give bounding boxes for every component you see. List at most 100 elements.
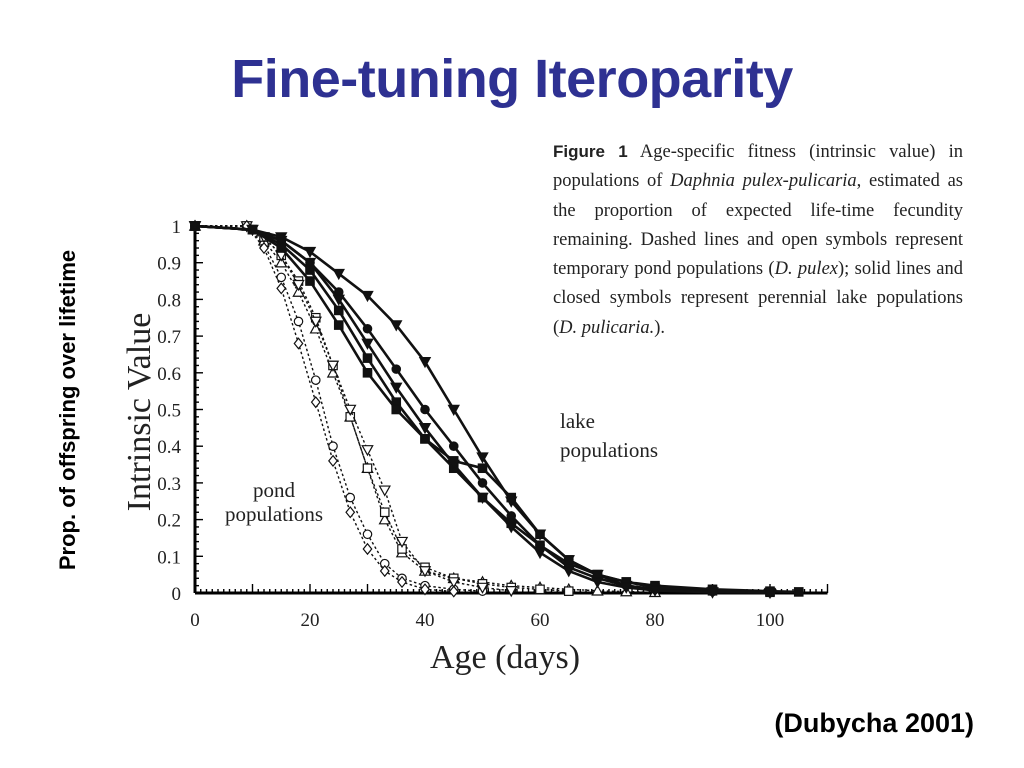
slide-title: Fine-tuning Iteroparity [231,49,793,109]
y-axis-label: Intrinsic Value [121,313,158,512]
data-point [418,423,432,435]
caption-text-4: ). [654,317,666,338]
data-point [292,279,305,292]
figure-caption: Figure 1 Age-specific fitness (intrinsic… [553,137,963,343]
data-point [345,506,356,519]
data-point [362,353,373,363]
data-point [333,305,344,316]
data-point [420,404,430,415]
data-point [362,463,373,474]
data-point [259,241,269,255]
data-point [344,404,357,416]
series-layer [188,219,804,600]
data-point [448,585,459,598]
pond-series [190,219,459,598]
data-point [448,441,459,451]
data-point [292,285,305,297]
data-point [535,584,545,595]
data-point [293,337,304,350]
y-tick-label: 0.6 [157,364,181,385]
data-point [379,507,390,518]
lake-annotation-line2: populations [560,438,658,462]
data-point [332,268,345,281]
data-point [378,513,391,525]
data-point [328,454,338,468]
y-tick-label: 1 [172,217,182,238]
data-point [562,566,575,578]
y-tick-label: 0.4 [157,437,181,458]
data-point [241,219,252,233]
pond-annotation-line1: pond [253,478,296,502]
data-point [275,256,288,268]
data-point [476,582,489,594]
data-point [309,322,322,334]
data-point [390,320,403,332]
data-point [418,356,432,369]
data-point [326,360,340,372]
x-tick-label: 40 [416,610,435,631]
x-tick-label: 100 [756,610,785,631]
data-point [362,529,373,540]
data-point [420,583,430,596]
y-tick-label: 0 [172,584,182,605]
data-point [361,290,374,303]
data-point [476,492,489,505]
caption-text-3: ); solid lines and closed symbols repres… [553,259,963,338]
data-point [309,316,322,328]
data-point [395,536,409,549]
data-point [706,587,719,599]
data-point [293,316,304,327]
data-point [362,368,373,378]
caption-text-1: Age-specific fitness (intrinsic value) i… [553,142,963,192]
data-point [246,224,259,237]
x-tick-label: 20 [301,610,320,631]
caption-figure-label: Figure 1 [553,142,628,161]
lake-line [194,224,799,594]
x-tick-label: 60 [531,610,550,631]
data-point [477,463,488,474]
pond-annotation-line2: populations [225,502,323,526]
data-point [591,584,604,596]
lake-annotation-line1: lake [560,409,595,433]
data-point [447,577,460,589]
pond-series [190,221,574,596]
caption-pulex: D. pulex [774,259,838,280]
data-point [188,221,202,233]
data-point [476,452,489,464]
data-point [505,585,518,598]
data-point [418,566,432,578]
y-tick-label: 0.3 [157,474,181,495]
caption-pulicaria: D. pulicaria. [559,317,655,338]
data-point [345,492,356,503]
data-point [477,478,488,488]
data-point [332,294,345,306]
y-tick-label: 0.7 [157,327,181,348]
data-point [362,323,373,334]
data-point [447,404,460,416]
data-point [535,529,545,540]
data-point [420,434,430,444]
data-point [310,375,321,385]
data-point [379,564,390,578]
data-point [361,338,374,350]
pond-line [195,225,569,592]
y-tick-label: 0.1 [157,547,181,568]
y-tick-label: 0.5 [157,401,181,422]
caption-species: Daphnia pulex-pulicaria [670,171,857,192]
data-point [765,587,775,598]
data-point [563,586,574,596]
data-point [447,459,460,471]
data-point [378,485,391,497]
x-axis-label: Age (days) [430,639,580,676]
data-point [276,282,287,295]
data-point [793,587,804,597]
x-tick-label: 0 [190,610,200,631]
data-point [305,276,315,286]
y-tick-label: 0.9 [157,254,181,275]
data-point [648,585,662,597]
data-point [275,235,288,248]
pond-series [188,221,518,598]
data-point [333,320,344,330]
data-point [303,246,317,259]
